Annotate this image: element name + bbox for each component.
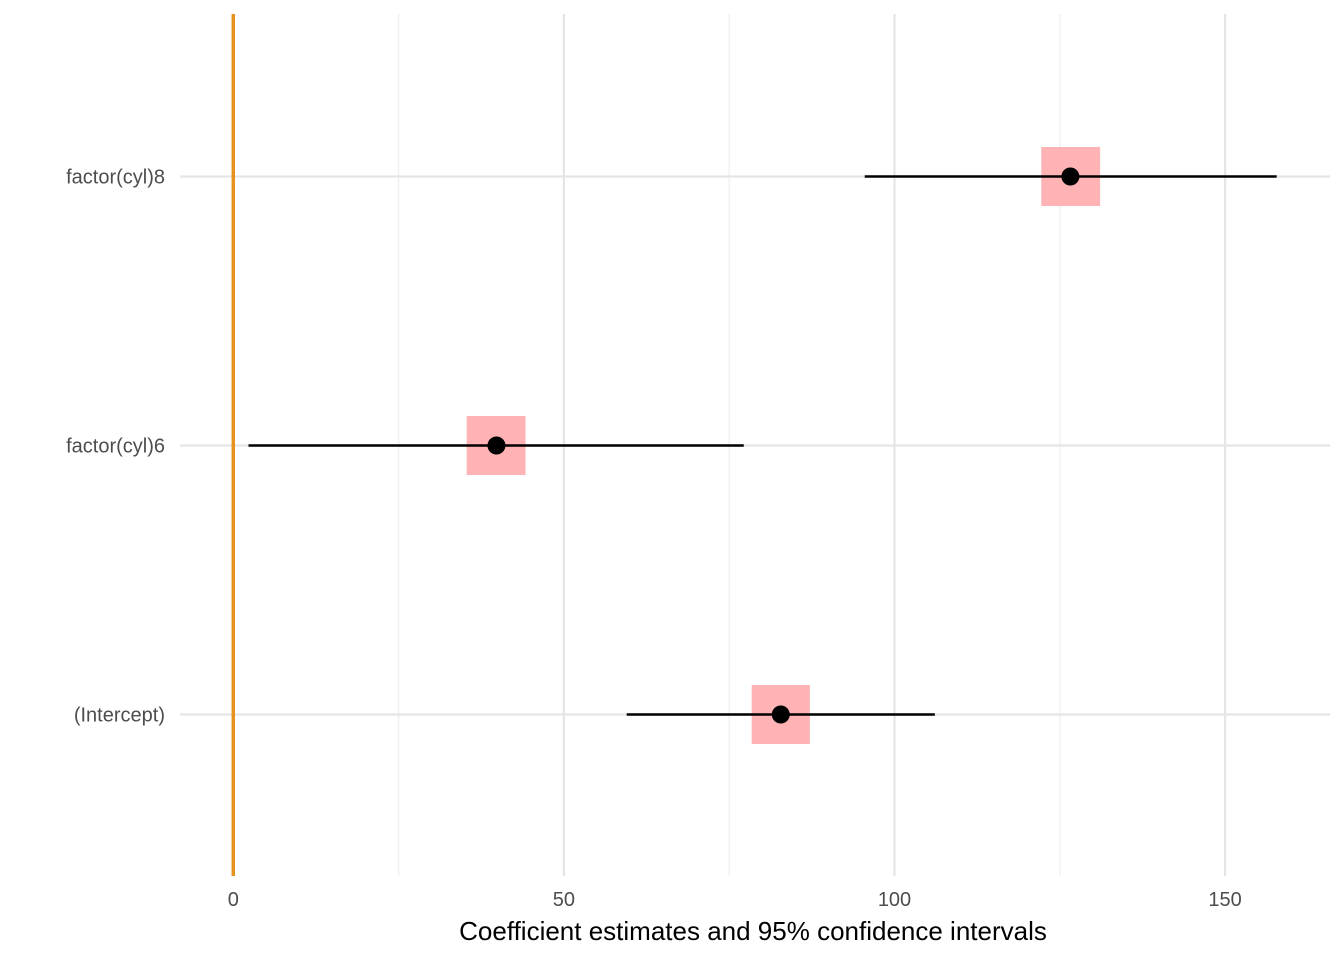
y-tick-label: factor(cyl)8: [66, 167, 165, 189]
estimate-point: [771, 705, 790, 724]
y-tick-label: factor(cyl)6: [66, 436, 165, 458]
estimate-point: [487, 436, 506, 455]
x-axis-labels: 0 50 100 150: [228, 889, 1242, 911]
x-tick-label: 150: [1208, 889, 1241, 911]
x-tick-label: 0: [228, 889, 239, 911]
estimate-points: [487, 167, 1080, 724]
y-axis-labels: factor(cyl)8 factor(cyl)6 (Intercept): [66, 167, 165, 727]
estimate-point: [1061, 167, 1080, 186]
x-tick-label: 50: [553, 889, 575, 911]
x-tick-label: 100: [878, 889, 911, 911]
y-tick-label: (Intercept): [74, 705, 165, 727]
x-axis-title: Coefficient estimates and 95% confidence…: [459, 916, 1047, 946]
